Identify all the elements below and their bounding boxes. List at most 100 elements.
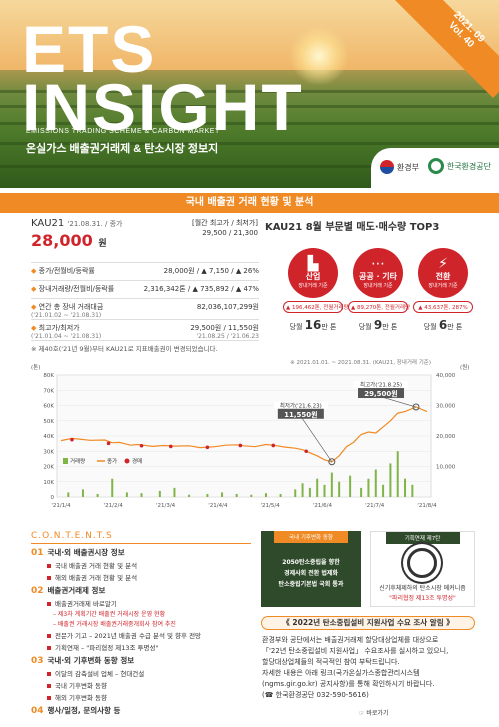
volume-bar: [250, 494, 253, 497]
legend-volume-swatch: [63, 458, 68, 464]
volume-bar: [188, 494, 191, 497]
kau-name: KAU21 '21.08.31. / 종가: [31, 218, 123, 229]
auction-point: [169, 444, 173, 449]
keco-logo: 한국환경공단: [427, 158, 491, 174]
survey-title: 《 2022년 탄소중립설비 지원사업 수요 조사 알림 》: [261, 616, 475, 630]
volume-bar: [330, 472, 333, 497]
left-tick-label: 30K: [43, 449, 54, 455]
toc-item[interactable]: 배출권거래제 바로알기: [47, 598, 251, 608]
toc-item[interactable]: 이달의 감축설비 업체 – 현대건설: [47, 668, 251, 678]
toc-item[interactable]: 국내 배출권 거래 현황 및 분석: [47, 560, 251, 570]
toc-item[interactable]: 국내 기후변화 동향: [47, 680, 251, 690]
annotation-value: 29,500원: [364, 389, 397, 398]
series-box[interactable]: 기획연재 제7탄 신기후체제하의 탄소시장 메커니즘 "파리협정 제13조 투명…: [370, 531, 475, 607]
square-bullet-icon: [47, 634, 51, 638]
taegeuk-icon: [379, 160, 394, 174]
toc-section[interactable]: 02 배출권거래제 정보: [31, 586, 106, 596]
left-unit-label: (톤): [31, 364, 40, 371]
box-tag: 국내 기후변화 동향: [274, 531, 348, 543]
legend-auction-label: 경매: [132, 457, 142, 465]
cover-hero: ETS INSIGHT EMISSIONS TRADING SCHEME & C…: [0, 0, 499, 188]
volume-bar: [294, 489, 297, 497]
top3-card-power: ⚡ 전환 장내거래 기준 ▲ 43,637톤, 287% 당월 6만 톤: [413, 248, 473, 332]
left-tick-label: 40K: [43, 434, 54, 440]
volume-bar: [396, 451, 399, 497]
top3-card-public: ⋯ 공공 · 기타 장내거래 기준 ▲ 89,270톤, 전월거래량 당월 9만…: [348, 248, 410, 332]
dots-icon: ⋯: [371, 256, 385, 272]
volume-bar: [338, 481, 341, 497]
crop-row: [0, 165, 499, 168]
crop-row: [0, 142, 499, 145]
kau-row: ◆ 종가/전월비/등락률 28,000원 / ▲ 7,150 / ▲ 26%: [31, 262, 259, 279]
annotation-label: 최저가('21.6.23): [280, 401, 322, 409]
survey-body: 환경부와 공단에서는 배출권거래제 할당대상업체를 대상으로 「'22년 탄소중…: [262, 636, 449, 699]
auction-point: [139, 443, 144, 448]
square-bullet-icon: [47, 684, 51, 688]
volume-bar: [411, 484, 414, 497]
annotation-value-box: [358, 388, 405, 399]
ministry-logo: 환경부: [379, 160, 419, 174]
right-tick-label: 30,000: [436, 404, 456, 410]
toc-item[interactable]: 해외 배출권 거래 현황 및 분석: [47, 572, 251, 582]
index-note: ※ 제40호('21년 9월)부터 KAU21로 지표배출권이 변경되었습니다.: [31, 345, 218, 353]
shortcut-link[interactable]: ☞ 바로가기: [359, 710, 389, 717]
volume-bar: [206, 493, 209, 497]
left-tick-label: 20K: [43, 465, 54, 471]
logo-bar: 환경부 한국환경공단: [0, 148, 499, 188]
volume-bar: [96, 493, 99, 497]
auction-point: [304, 449, 309, 454]
annotation-marker: [328, 458, 336, 466]
volume-bar: [279, 493, 282, 497]
volume-bar: [140, 493, 143, 497]
hand-pointer-icon: ☞: [359, 710, 365, 717]
x-tick-label: '21/8/4: [417, 503, 437, 509]
climate-trend-box[interactable]: 국내 기후변화 동향 2050탄소중립을 향한 경제사회 전환 법제화 탄소중립…: [261, 531, 361, 607]
x-tick-label: '21/5/4: [261, 503, 281, 509]
kau-row: ◆ 연간 총 장내 거래대금 ('21.01.02 ~ '21.08.31) 82…: [31, 298, 259, 319]
toc-item[interactable]: – 배출권 거래시장 배출권거래중개회사 참여 추진: [53, 621, 176, 628]
volume-bar: [264, 493, 267, 497]
annotation-value-box: [277, 408, 324, 419]
volume-bar: [81, 489, 84, 497]
kau-price: 28,000 원: [31, 231, 107, 250]
legend-close-label: 종가: [107, 457, 117, 465]
toc-section[interactable]: 04 행사/일정, 문의사항 등: [31, 706, 121, 716]
volume-bar: [221, 492, 224, 497]
section-title: 국내 배출권 거래 현황 및 분석: [0, 193, 499, 213]
factory-icon: ▙: [307, 256, 319, 272]
cover-subtitle-kr: 온실가스 배출권거래제 & 탄소시장 정보지: [26, 143, 219, 155]
left-tick-label: 10K: [43, 480, 54, 486]
toc-item[interactable]: 전문가 기고 – 2021년 배출권 수급 분석 및 향후 전망: [47, 630, 251, 640]
x-tick-label: '21/2/4: [104, 503, 124, 509]
volume-bar: [158, 490, 161, 497]
auction-point: [106, 441, 111, 446]
annotation-label: 최고가('21.8.25): [360, 381, 402, 389]
toc-item[interactable]: 기획연재 – "파리협정 제13조 투명성": [47, 642, 251, 652]
auction-point: [238, 443, 243, 448]
square-bullet-icon: [47, 672, 51, 676]
toc-section[interactable]: 01 국내·외 배출권시장 정보: [31, 548, 125, 558]
price-volume-chart: ※ 2021.01.01. ~ 2021.08.31. (KAU21, 장내거래…: [31, 357, 478, 515]
box-tag: 기획연재 제7탄: [385, 532, 460, 544]
annotation-box: [273, 401, 328, 409]
toc-item[interactable]: – 제3차 계획기간 배출권 거래시장 운영 현황: [53, 611, 166, 618]
volume-bar: [349, 475, 352, 497]
target-icon: [407, 548, 437, 578]
left-tick-label: 0: [51, 495, 55, 501]
right-tick-label: 20,000: [436, 434, 456, 440]
volume-bar: [301, 483, 304, 497]
crop-row: [0, 90, 499, 93]
auction-point: [205, 445, 210, 450]
square-bullet-icon: [47, 576, 51, 580]
volume-bar: [67, 492, 70, 497]
kau-summary: KAU21 '21.08.31. / 종가 28,000 원: [31, 218, 251, 250]
toc-section[interactable]: 03 국내·외 기후변화 동향 정보: [31, 656, 135, 666]
volume-bar: [111, 478, 114, 497]
annotation-leader: [381, 396, 417, 408]
toc-item[interactable]: 해외 기후변화 동향: [47, 692, 251, 702]
square-bullet-icon: [47, 696, 51, 700]
kau-hilo: [월간 최고가 / 최저가] 29,500 / 21,300: [191, 219, 258, 237]
kau-row: ◆ 장내거래량/전월비/등락률 2,316,342톤 / ▲ 735,892 /…: [31, 280, 259, 297]
volume-bar: [360, 487, 363, 497]
x-tick-label: '21/7/4: [365, 503, 385, 509]
